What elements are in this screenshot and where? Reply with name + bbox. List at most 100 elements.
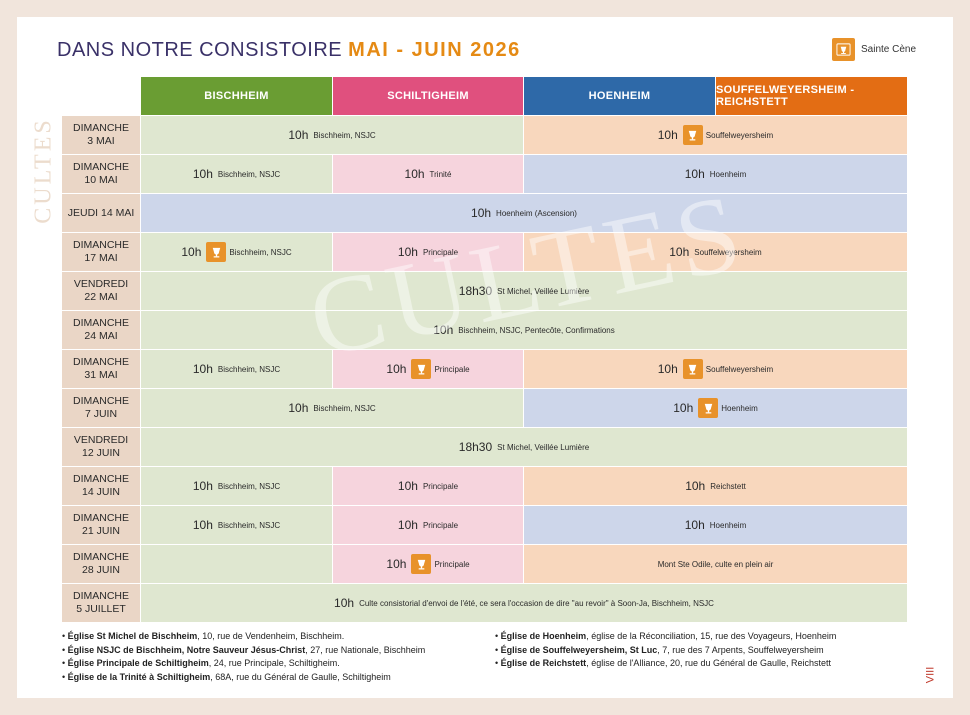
service-cell: 10h Bischheim, NSJC <box>141 350 332 388</box>
church-address-detail: , église de la Réconciliation, 15, rue d… <box>586 631 837 641</box>
church-address: • Église de Hoenheim, église de la Récon… <box>495 631 837 641</box>
day-label-line: 14 JUIN <box>82 486 120 498</box>
church-address: • Église de Reichstett, église de l'Alli… <box>495 658 832 668</box>
church-addresses-right: • Église de Hoenheim, église de la Récon… <box>495 630 836 671</box>
service-cell: 10h Principale <box>333 545 523 583</box>
service-cell: 10h Culte consistorial d'envoi de l'été, … <box>141 584 907 622</box>
schedule-row: DIMANCHE 21 JUIN 10h Bischheim, NSJC 10h Prin… <box>62 506 907 544</box>
day-label: DIMANCHE 14 JUIN <box>62 467 140 505</box>
service-time: 10h <box>685 479 706 493</box>
service-cell: 10h Hoenheim (Ascension) <box>141 194 907 232</box>
day-label-line: VENDREDI <box>73 278 129 290</box>
church-address-detail: , 68A, rue du Général de Gaulle, Schilti… <box>210 671 391 682</box>
service-time: 18h30 <box>458 440 493 454</box>
service-location: Principale <box>422 520 459 530</box>
day-label: DIMANCHE 10 MAI <box>62 155 140 193</box>
communion-cup-icon <box>682 125 703 145</box>
service-cell: 10h Souffelweyersheim <box>524 233 907 271</box>
church-address-detail: , 24, rue Principale, Schiltigheim. <box>208 658 340 668</box>
service-cell: 10h Trinité <box>333 155 523 193</box>
service-location: Hoenheim <box>709 169 747 179</box>
schedule-row: DIMANCHE 17 MAI 10h Bischheim, NSJC 10h Princ… <box>62 233 907 271</box>
service-cell: 10h Principale <box>333 233 523 271</box>
church-address: • Église de Souffelweyersheim, St Luc, 7… <box>495 644 824 655</box>
service-time: 10h <box>192 362 213 376</box>
service-cell: 10h Hoenheim <box>524 155 907 193</box>
schedule-row: JEUDI 14 MAI 10h Hoenheim (Ascension) <box>62 194 907 232</box>
service-time: 10h <box>334 596 355 610</box>
service-cell: 10h Principale <box>333 506 523 544</box>
schedule-row: DIMANCHE 5 JUILLET 10h Culte consistorial d… <box>62 584 907 622</box>
communion-cup-icon <box>682 359 703 379</box>
day-label-line: DIMANCHE <box>72 161 129 173</box>
service-location: Bischheim, NSJC <box>229 247 292 257</box>
communion-cup-icon <box>411 359 432 379</box>
day-label: VENDREDI 22 MAI <box>62 272 140 310</box>
service-time: 10h <box>288 128 309 142</box>
service-time: 10h <box>684 518 705 532</box>
church-address-detail: , 27, rue Nationale, Bischheim <box>305 644 426 655</box>
day-label-line: DIMANCHE <box>72 239 129 251</box>
day-label-line: DIMANCHE <box>72 356 129 368</box>
service-cell: 10h Principale <box>333 467 523 505</box>
service-cell: 10h Bischheim, NSJC, Pentecôte, Confirmat… <box>141 311 907 349</box>
service-time: 10h <box>471 206 492 220</box>
day-label: DIMANCHE 31 MAI <box>62 350 140 388</box>
column-header: SOUFFELWEYERSHEIM - REICHSTETT <box>716 77 907 115</box>
service-time: 10h <box>684 167 705 181</box>
service-cell: 18h30 St Michel, Veillée Lumière <box>141 428 907 466</box>
day-label-line: JEUDI 14 MAI <box>67 206 135 219</box>
service-time: 10h <box>192 518 213 532</box>
service-location: Bischheim, NSJC <box>217 169 281 179</box>
day-label-line: DIMANCHE <box>72 590 129 602</box>
service-cell: 10h Bischheim, NSJC <box>141 389 523 427</box>
service-cell: 10h Bischheim, NSJC <box>141 116 523 154</box>
day-label: VENDREDI 12 JUIN <box>62 428 140 466</box>
service-location: Culte consistorial d'envoi de l'été, ce … <box>359 598 714 608</box>
service-time: 18h30 <box>458 284 493 298</box>
title-prefix: DANS NOTRE CONSISTOIRE <box>57 39 349 61</box>
service-time: 10h <box>192 167 213 181</box>
column-header: BISCHHEIM <box>141 77 332 115</box>
page: CULTES DANS NOTRE CONSISTOIRE MAI - JUIN… <box>17 17 953 698</box>
title-period: MAI - JUIN 2026 <box>348 39 521 61</box>
service-location: Hoenheim <box>709 520 747 530</box>
service-time: 10h <box>404 167 425 181</box>
day-label-line: 28 JUIN <box>82 564 120 576</box>
day-label: DIMANCHE 7 JUIN <box>62 389 140 427</box>
church-name: Église de Hoenheim <box>500 631 587 641</box>
service-cell: 10h Bischheim, NSJC <box>141 155 332 193</box>
schedule-row: DIMANCHE 7 JUIN 10h Bischheim, NSJC 10h Hoenh… <box>62 389 907 427</box>
day-label-line: VENDREDI <box>73 434 129 446</box>
schedule-row: DIMANCHE 28 JUIN 10h Principale Mont Ste Odi… <box>62 545 907 583</box>
service-location: Hoenheim (Ascension) <box>496 208 577 218</box>
church-address: • Église NSJC de Bischheim, Notre Sauveu… <box>62 644 426 655</box>
service-location: Trinité <box>429 169 452 179</box>
day-label: JEUDI 14 MAI <box>62 194 140 232</box>
service-location: Principale <box>434 559 470 569</box>
service-location: Hoenheim <box>721 403 758 413</box>
service-location: Souffelweyersheim <box>694 247 762 257</box>
day-label: DIMANCHE 21 JUIN <box>62 506 140 544</box>
church-address: • Église St Michel de Bischheim, 10, rue… <box>62 631 345 641</box>
service-time: 10h <box>657 362 678 376</box>
service-cell: 10h Reichstett <box>524 467 907 505</box>
service-cell: Mont Ste Odile, culte en plein air <box>524 545 907 583</box>
service-cell: 10h Hoenheim <box>524 506 907 544</box>
service-cell: 10h Bischheim, NSJC <box>141 506 332 544</box>
church-name: Église de la Trinité à Schiltigheim <box>67 671 211 682</box>
page-number: VIII <box>924 666 937 684</box>
service-location: Principale <box>422 481 459 491</box>
day-label-line: DIMANCHE <box>72 473 129 485</box>
communion-cup-icon <box>698 398 719 418</box>
service-location: Souffelweyersheim <box>705 130 774 140</box>
day-label-line: 22 MAI <box>84 291 118 303</box>
church-name: Église de Reichstett <box>500 658 587 668</box>
service-location: Reichstett <box>710 481 746 491</box>
service-location: Bischheim, NSJC <box>217 481 281 491</box>
day-label-line: 24 MAI <box>84 330 118 342</box>
church-address-detail: , église de l'Alliance, 20, rue du Génér… <box>586 658 832 668</box>
service-time: 10h <box>397 245 418 259</box>
service-location: St Michel, Veillée Lumière <box>497 442 590 452</box>
day-label-line: 17 MAI <box>84 252 118 264</box>
